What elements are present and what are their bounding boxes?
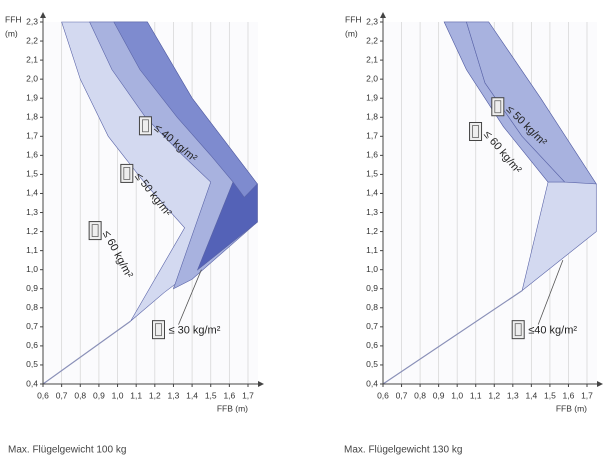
weight-region [466, 21, 597, 185]
y-tick-label: 2,1 [26, 54, 38, 64]
y-tick-label: 1,7 [366, 131, 378, 141]
y-tick-label: 1,5 [366, 169, 378, 179]
y-tick-label: 1,2 [366, 226, 378, 236]
window-icon [123, 167, 131, 180]
x-tick-label: 1,3 [168, 390, 180, 400]
x-tick-label: 1,5 [544, 390, 556, 400]
x-tick-label: 0,7 [396, 390, 408, 400]
y-axis-label: FFH [345, 14, 362, 24]
y-axis-label: FFH [5, 14, 22, 24]
window-icon [142, 119, 149, 133]
x-tick-label: 1,7 [242, 390, 254, 400]
y-tick-label: 1,6 [366, 150, 378, 160]
y-tick-label: 2,2 [366, 35, 378, 45]
chart: 0,6 0,7 0,8 0,9 1,0 1,1 1,2 1,3 1,4 1,5 1,6 1,7 0,4 0… [5, 12, 264, 456]
y-tick-label: 2,2 [26, 35, 38, 45]
y-tick-label: 1,4 [26, 188, 38, 198]
y-tick-label: 1,9 [366, 92, 378, 102]
window-icon [155, 323, 162, 337]
y-tick-label: 1,8 [26, 112, 38, 122]
boundary-line [382, 290, 523, 385]
y-axis-unit: (m) [345, 28, 358, 38]
y-tick-label: 1,0 [26, 264, 38, 274]
axis-arrow [380, 12, 386, 18]
x-tick-label: 1,2 [488, 390, 500, 400]
pointer-arrow [537, 260, 564, 325]
pointer-arrow [178, 269, 202, 325]
y-tick-label: 0,8 [366, 302, 378, 312]
y-tick-label: 0,4 [26, 378, 38, 388]
x-tick-label: 0,7 [56, 390, 68, 400]
y-tick-label: 1,2 [26, 226, 38, 236]
caption: Max. Flügelgewicht 130 kg [344, 445, 462, 456]
y-tick-label: 1,1 [26, 245, 38, 255]
y-tick-label: 0,5 [26, 359, 38, 369]
axis-arrow [40, 12, 46, 18]
region-label: ≤ 30 kg/m² [169, 325, 221, 337]
y-tick-label: 0,6 [26, 340, 38, 350]
boundary-line [42, 320, 131, 385]
y-tick-label: 1,4 [366, 188, 378, 198]
x-tick-label: 1,2 [149, 390, 161, 400]
y-tick-label: 2,0 [366, 73, 378, 83]
y-tick-label: 1,5 [26, 169, 38, 179]
x-tick-label: 0,9 [433, 390, 445, 400]
y-tick-label: 0,4 [366, 378, 378, 388]
x-tick-label: 1,4 [186, 390, 198, 400]
x-tick-label: 1,6 [563, 390, 575, 400]
y-tick-label: 0,8 [26, 302, 38, 312]
y-tick-label: 2,1 [366, 54, 378, 64]
x-tick-label: 1,0 [451, 390, 463, 400]
y-tick-label: 2,3 [26, 16, 38, 26]
window-icon [494, 100, 502, 114]
y-tick-label: 0,9 [366, 283, 378, 293]
y-tick-label: 0,7 [26, 321, 38, 331]
region-label: ≤40 kg/m² [528, 325, 577, 337]
y-tick-label: 2,3 [366, 16, 378, 26]
y-tick-label: 0,5 [366, 359, 378, 369]
y-tick-label: 1,1 [366, 245, 378, 255]
y-tick-label: 2,0 [26, 73, 38, 83]
x-tick-label: 1,1 [130, 390, 142, 400]
x-tick-label: 1,4 [525, 390, 537, 400]
x-tick-label: 1,6 [223, 390, 235, 400]
axis-arrow [597, 381, 603, 387]
y-tick-label: 0,7 [366, 321, 378, 331]
x-tick-label: 0,8 [414, 390, 426, 400]
x-tick-label: 0,6 [37, 390, 49, 400]
x-tick-label: 1,7 [581, 390, 593, 400]
window-icon [472, 125, 479, 138]
x-tick-label: 1,5 [205, 390, 217, 400]
axis-arrow [258, 381, 264, 387]
x-tick-label: 0,9 [93, 390, 105, 400]
window-icon [514, 323, 522, 337]
y-tick-label: 0,6 [366, 340, 378, 350]
x-tick-label: 1,3 [507, 390, 519, 400]
weight-region [196, 181, 258, 271]
x-tick-label: 1,1 [470, 390, 482, 400]
x-axis-label: FFB (m) [556, 403, 587, 413]
y-tick-label: 1,7 [26, 131, 38, 141]
y-tick-label: 1,3 [366, 207, 378, 217]
window-icon [91, 224, 99, 237]
y-tick-label: 1,6 [26, 150, 38, 160]
x-tick-label: 0,8 [74, 390, 86, 400]
y-tick-label: 0,9 [26, 283, 38, 293]
y-tick-label: 1,9 [26, 92, 38, 102]
y-tick-label: 1,8 [366, 112, 378, 122]
caption: Max. Flügelgewicht 100 kg [8, 445, 126, 456]
x-axis-label: FFB (m) [217, 403, 248, 413]
y-axis-unit: (m) [5, 28, 18, 38]
x-tick-label: 0,6 [377, 390, 389, 400]
chart: 0,6 0,7 0,8 0,9 1,0 1,1 1,2 1,3 1,4 1,5 1,6 1,7 0,4 0… [344, 12, 603, 456]
x-tick-label: 1,0 [112, 390, 124, 400]
y-tick-label: 1,0 [366, 264, 378, 274]
y-tick-label: 1,3 [26, 207, 38, 217]
